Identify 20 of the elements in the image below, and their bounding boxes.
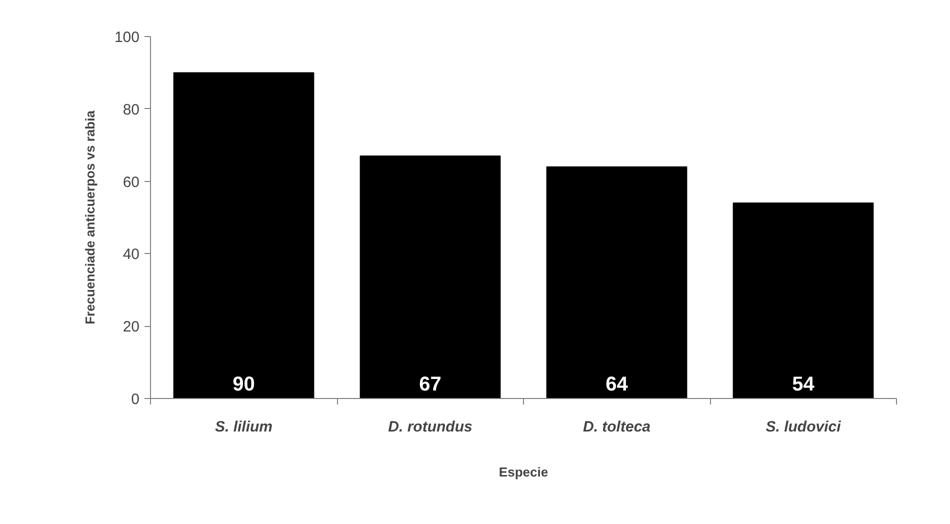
y-tick-label: 60: [122, 174, 140, 191]
bar: [546, 166, 688, 398]
y-tick-label: 0: [131, 391, 140, 408]
y-tick-label: 20: [122, 318, 140, 336]
x-tick-label: S. ludovici: [766, 418, 842, 436]
x-tick-label: S. lilium: [214, 418, 273, 436]
data-label: 54: [792, 374, 816, 396]
bar: [732, 202, 874, 398]
y-tick-label: 40: [122, 246, 140, 264]
data-label: 67: [419, 374, 442, 396]
y-tick-label: 100: [114, 29, 140, 46]
x-tick-label: D. rotundus: [388, 418, 472, 436]
x-axis-title: Especie: [498, 464, 548, 480]
data-label: 64: [606, 374, 629, 396]
y-axis-title: Frecuenciade anticuerpos vs rabia: [82, 110, 98, 324]
data-label: 90: [232, 374, 255, 396]
bar: [360, 155, 501, 398]
bar: [173, 72, 314, 398]
y-tick-label: 80: [122, 101, 140, 118]
x-tick-label: D. tolteca: [582, 418, 651, 436]
